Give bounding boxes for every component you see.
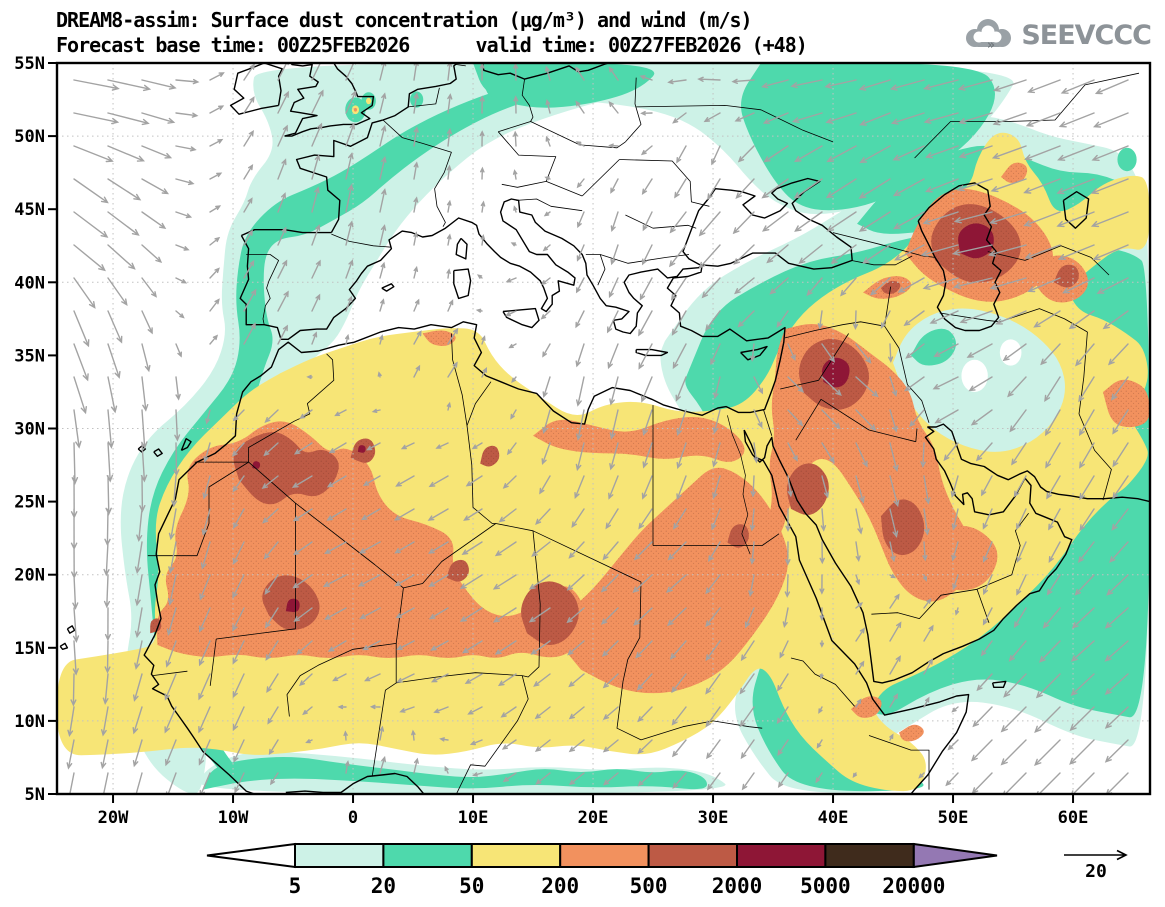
colorbar-label: 500 xyxy=(630,874,668,898)
lon-tick-label: 20E xyxy=(578,808,609,828)
lon-tick-label: 10W xyxy=(218,808,249,828)
dust-contour xyxy=(911,328,956,366)
colorbar-segment xyxy=(382,843,473,868)
lat-tick-label: 25N xyxy=(14,493,45,513)
lat-tick-label: 40N xyxy=(14,273,45,293)
colorbar-label: 200 xyxy=(541,874,579,898)
coastlines xyxy=(59,63,1150,794)
colorbar: 5 20 50 200 500 2000 5000 20000 xyxy=(206,842,998,898)
lat-tick-label: 55N xyxy=(14,54,45,74)
dust-spot xyxy=(715,310,735,334)
lon-tick-label: 60E xyxy=(1058,808,1089,828)
lat-tick-label: 35N xyxy=(14,346,45,366)
axis-labels: 55N 50N 45N 40N 35N 30N 25N 20N 15N 10N 5N 20W 10W 0 1… xyxy=(14,54,1088,828)
colorbar-label: 50 xyxy=(459,874,484,898)
colorbar-segment xyxy=(294,843,385,868)
dust-contour-fills xyxy=(57,63,1150,794)
dust-contour xyxy=(203,757,707,790)
chart-subtitle: Forecast base time: 00Z25FEB2026 valid t… xyxy=(56,33,808,57)
wind-reference-value: 20 xyxy=(1085,861,1107,882)
lat-tick-label: 15N xyxy=(14,639,45,659)
colorbar-label: 20000 xyxy=(882,874,945,898)
lat-tick-label: 10N xyxy=(14,712,45,732)
chart-title: DREAM8-assim: Surface dust concentration… xyxy=(56,8,753,32)
colorbar-label: 2000 xyxy=(712,874,763,898)
wind-vectors xyxy=(66,63,1129,794)
lat-tick-label: 30N xyxy=(14,420,45,440)
colorbar-segment xyxy=(736,843,827,868)
colorbar-segment xyxy=(647,843,738,868)
dust-spot xyxy=(366,97,372,105)
dust-contour xyxy=(958,223,994,259)
lon-tick-label: 30E xyxy=(698,808,729,828)
dust-contour xyxy=(285,598,300,613)
lat-tick-label: 50N xyxy=(14,127,45,147)
colorbar-label: 20 xyxy=(371,874,396,898)
dust-spot xyxy=(1117,147,1137,172)
lon-tick-label: 40E xyxy=(818,808,849,828)
lon-tick-label: 50E xyxy=(938,808,969,828)
logo-text: SEEVCCC xyxy=(1021,19,1152,51)
cloud-icon: » xyxy=(966,19,1012,53)
colorbar-label: 5000 xyxy=(800,874,851,898)
colorbar-label: 5 xyxy=(289,874,302,898)
dust-spot xyxy=(999,339,1022,366)
dust-spot xyxy=(764,296,782,318)
dust-spot xyxy=(485,75,504,98)
lat-tick-label: 45N xyxy=(14,200,45,220)
seevccc-logo: » SEEVCCC xyxy=(961,16,1152,54)
lat-tick-label: 5N xyxy=(25,785,45,805)
lon-tick-label: 20W xyxy=(98,808,129,828)
lon-tick-label: 0 xyxy=(348,808,358,828)
lat-tick-label: 20N xyxy=(14,566,45,586)
dust-contour xyxy=(741,63,995,211)
colorbar-segment xyxy=(559,843,650,868)
dust-spot xyxy=(422,120,435,135)
colorbar-segment xyxy=(824,843,915,868)
dust-contour xyxy=(473,63,655,108)
cloud-chevrons: » xyxy=(987,38,995,53)
dust-contour xyxy=(357,445,366,453)
wind-reference-arrow xyxy=(1064,849,1128,861)
colorbar-segment xyxy=(470,843,562,868)
dust-contour xyxy=(822,357,850,388)
dust-spot xyxy=(353,107,357,112)
map-frame xyxy=(48,61,1152,803)
lon-tick-label: 10E xyxy=(458,808,489,828)
